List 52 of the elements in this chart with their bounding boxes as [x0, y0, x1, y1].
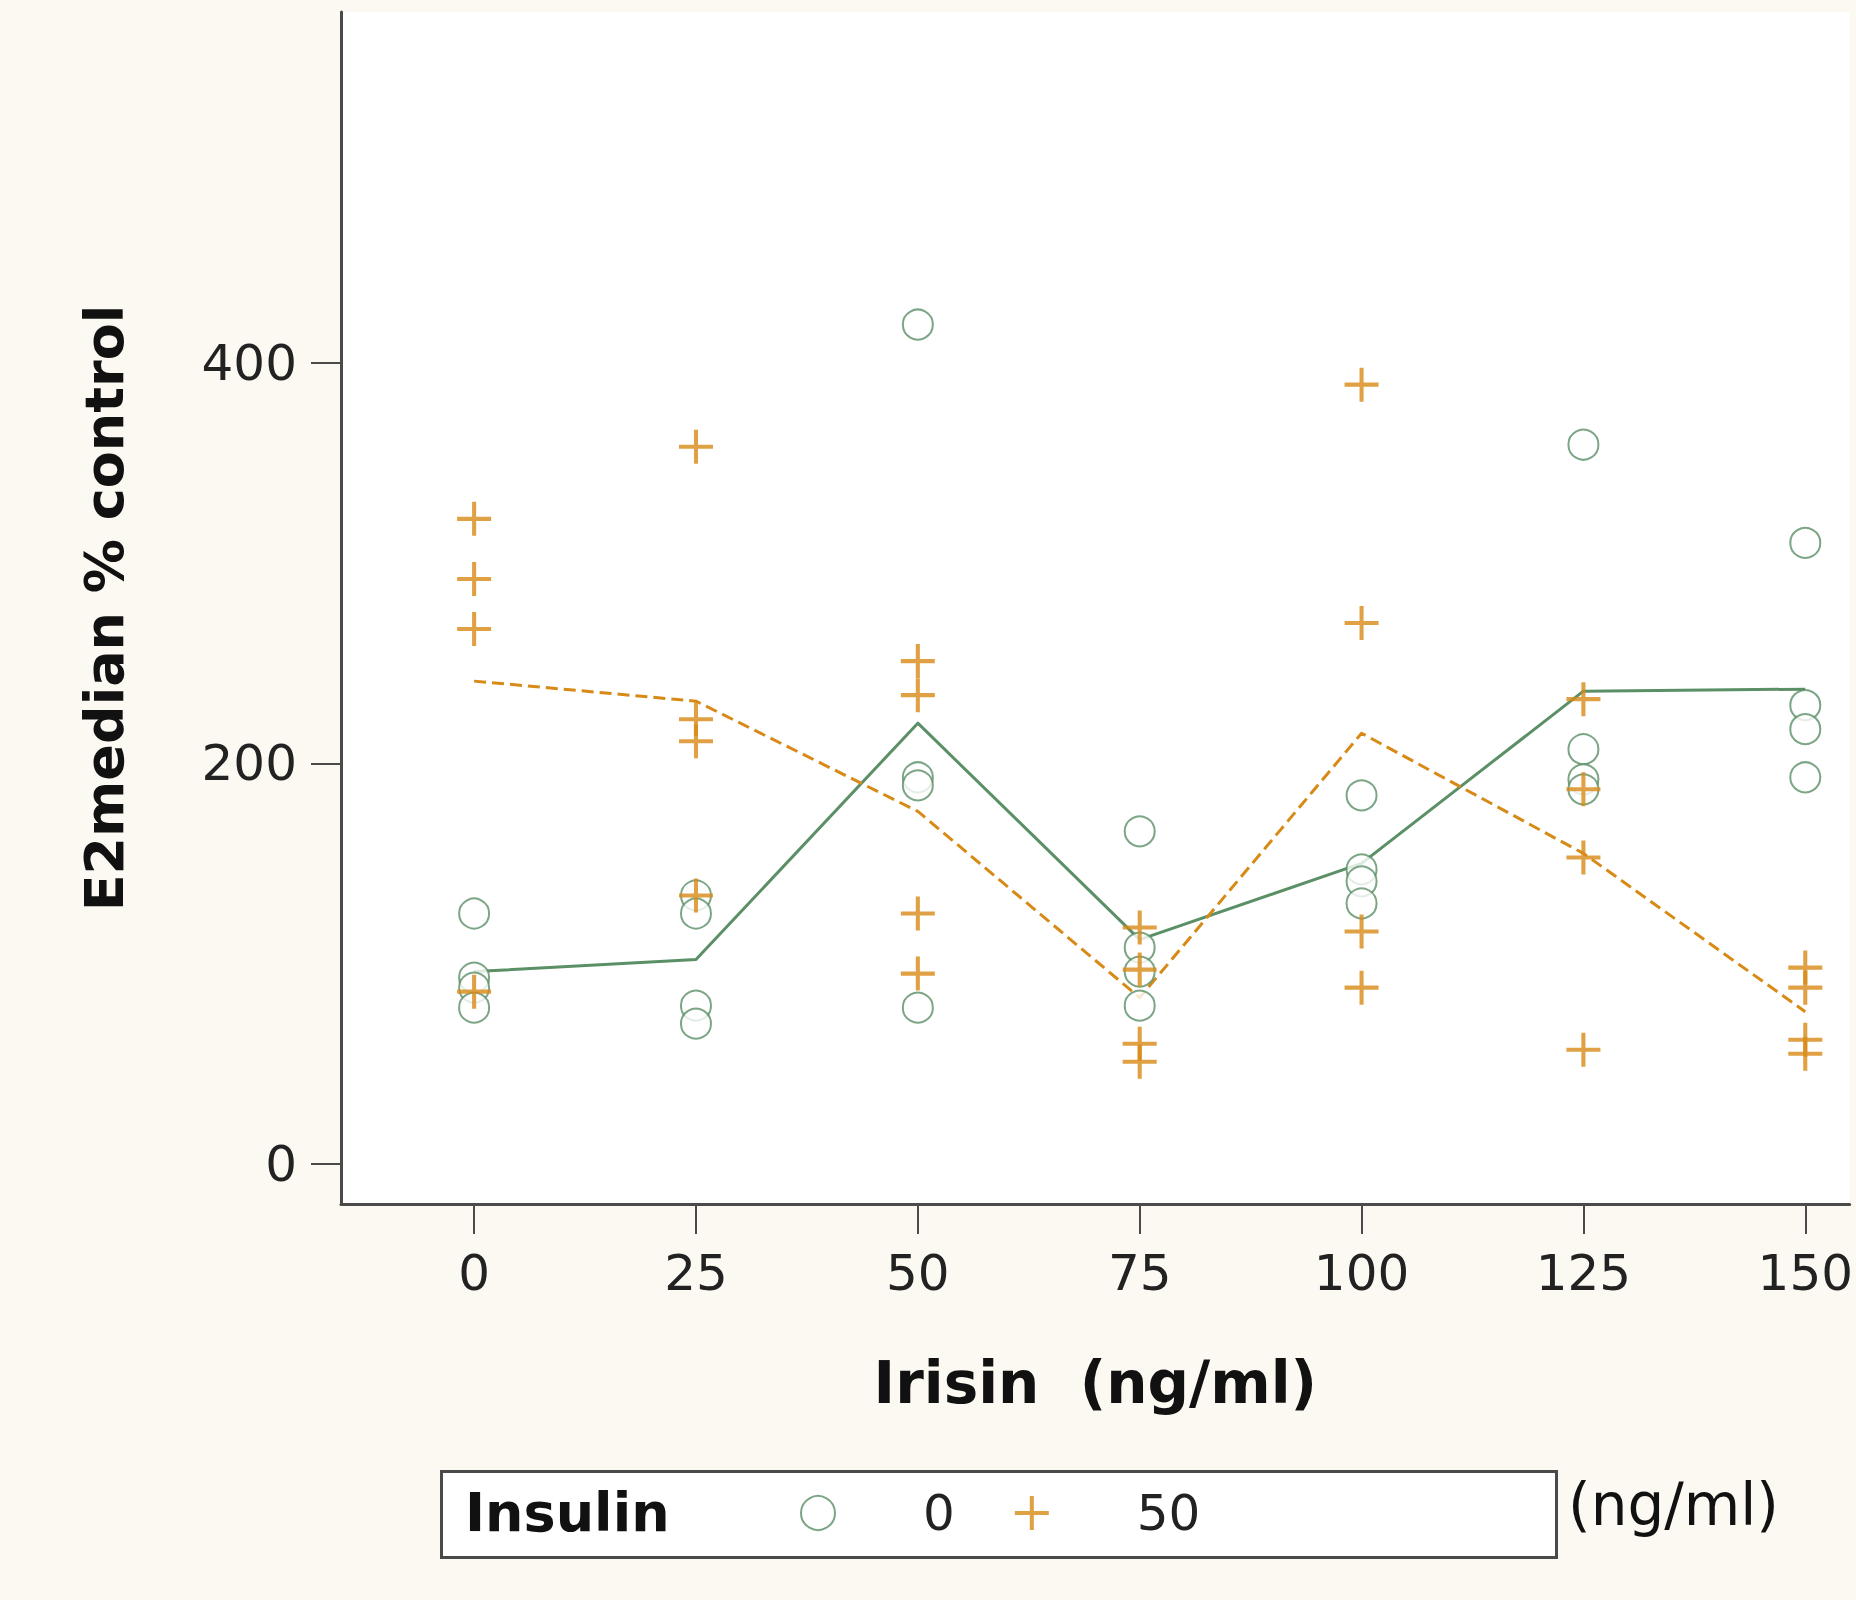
point	[1344, 606, 1379, 641]
x-tick-label: 100	[1313, 1244, 1410, 1302]
y-tick-label: 0	[265, 1134, 297, 1193]
point	[678, 429, 713, 464]
point	[901, 308, 934, 341]
point	[680, 1007, 712, 1040]
legend-label: 50	[1136, 1484, 1201, 1542]
point	[901, 991, 934, 1024]
point	[901, 769, 934, 802]
point	[458, 991, 491, 1024]
point	[1345, 887, 1378, 920]
legend-title: Insulin	[465, 1480, 670, 1544]
point	[1567, 428, 1600, 461]
point	[1123, 815, 1156, 848]
x-tick-label: 25	[664, 1244, 728, 1302]
point	[1566, 682, 1601, 717]
y-axis-title: E2median % control	[72, 304, 136, 912]
text: (ng/ml)	[1568, 1471, 1779, 1539]
point	[1566, 840, 1601, 875]
point	[1122, 910, 1157, 945]
y-tick-label: 400	[201, 333, 297, 392]
point	[900, 678, 935, 713]
x-tick-label: 125	[1535, 1244, 1632, 1302]
point	[1344, 367, 1379, 402]
legend-label: 0	[923, 1484, 955, 1542]
point	[1789, 761, 1822, 794]
point	[1123, 989, 1156, 1022]
point	[1788, 970, 1823, 1005]
y-tick-label: 200	[201, 734, 297, 793]
point	[457, 612, 492, 647]
point	[1345, 779, 1378, 812]
x-tick-label: 75	[1107, 1244, 1172, 1302]
point	[678, 724, 713, 759]
x-tick-label: 150	[1757, 1244, 1853, 1302]
point	[1122, 1044, 1157, 1079]
x-tick-label: 0	[458, 1244, 491, 1302]
point	[1788, 1036, 1823, 1071]
x-tick-label: 50	[886, 1244, 950, 1302]
point	[1566, 1032, 1601, 1067]
x-axis-title: Irisin (ng/ml)	[873, 1349, 1318, 1417]
point	[900, 644, 935, 679]
point	[458, 897, 491, 930]
point	[1789, 713, 1822, 746]
point	[1344, 970, 1379, 1005]
point	[457, 561, 492, 596]
point	[1567, 733, 1600, 766]
point	[900, 956, 935, 991]
point	[457, 501, 492, 536]
point	[1789, 526, 1822, 559]
point	[680, 897, 712, 930]
point	[1344, 914, 1379, 949]
point	[900, 896, 935, 931]
